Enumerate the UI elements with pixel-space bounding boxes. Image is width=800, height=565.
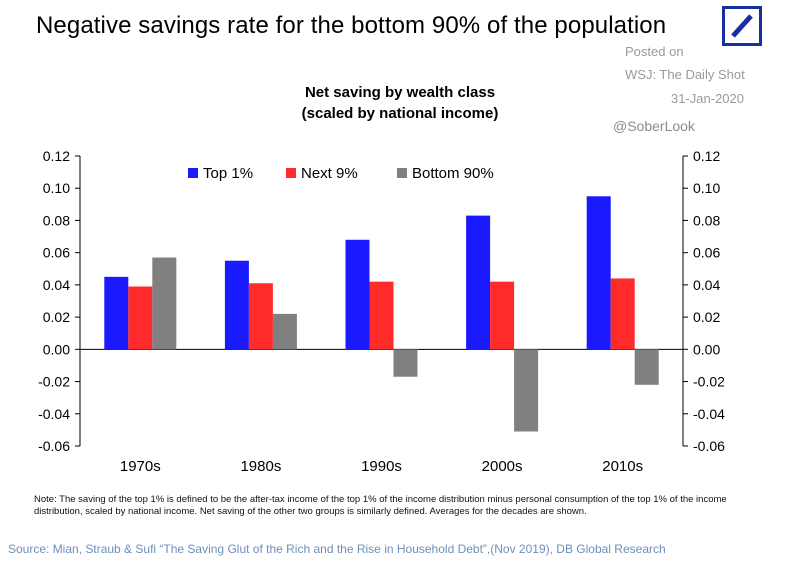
y-tick-label-left: 0.02 [43,309,70,325]
twitter-handle: @SoberLook [613,118,695,134]
chart-title: Net saving by wealth class (scaled by na… [260,82,540,124]
bar-top-1--1980s [224,260,249,350]
legend-label: Top 1% [203,165,253,182]
bar-next-9--2010s [610,278,635,350]
y-tick-label-left: 0.08 [43,212,70,228]
footnote: Note: The saving of the top 1% is define… [34,494,727,517]
legend-label: Bottom 90% [412,165,494,182]
legend-label: Next 9% [301,165,358,182]
bar-top-1--2000s [466,215,491,350]
legend-swatch [286,168,296,178]
y-tick-label-left: 0.06 [43,245,70,261]
bar-chart: 0.12 0.12 0.10 0.10 0.08 0.08 0.06 0.06 0.04 0.04… [38,148,725,475]
y-tick-label-right: 0.06 [693,245,720,261]
y-tick-label-right: 0.10 [693,180,720,196]
source-line: Source: Mian, Straub & Sufi “The Saving … [8,542,666,556]
y-tick-label-left: -0.04 [38,406,70,422]
bar-next-9--1990s [369,281,394,350]
legend-swatch [397,168,407,178]
bar-top-1--1990s [345,239,370,350]
bar-top-1--2010s [586,196,611,350]
y-tick-label-right: 0.04 [693,277,720,293]
y-tick-label-right: 0.02 [693,309,720,325]
y-tick-label-left: 0.12 [43,148,70,164]
bank-logo-icon [722,6,762,46]
main-title: Negative savings rate for the bottom 90%… [36,12,667,39]
y-tick-label-right: -0.04 [693,406,725,422]
x-tick-label: 2010s [602,458,643,475]
bar-bottom-90--1970s [152,257,177,350]
y-tick-label-right: -0.02 [693,374,725,390]
bar-bottom-90--2000s [514,349,539,432]
chart-title-line2: (scaled by national income) [301,105,499,122]
y-tick-label-right: 0.00 [693,341,720,357]
x-tick-label: 1990s [361,458,402,475]
y-tick-label-left: -0.06 [38,438,70,454]
y-tick-label-left: 0.10 [43,180,70,196]
posted-on-label: Posted on [625,44,684,59]
y-tick-label-left: 0.00 [43,341,70,357]
y-tick-label-left: 0.04 [43,277,70,293]
y-tick-label-left: -0.02 [38,374,70,390]
x-tick-label: 2000s [482,458,523,475]
bar-bottom-90--1980s [272,313,297,350]
posted-date: 31-Jan-2020 [671,91,744,106]
chart-title-line1: Net saving by wealth class [304,84,496,101]
bar-next-9--1970s [128,286,153,350]
bar-bottom-90--2010s [634,349,659,385]
x-tick-label: 1970s [120,458,161,475]
x-tick-label: 1980s [240,458,281,475]
bar-top-1--1970s [104,276,129,350]
y-tick-label-right: 0.08 [693,212,720,228]
bar-next-9--2000s [490,281,515,350]
posted-source: WSJ: The Daily Shot [625,67,745,82]
y-tick-label-right: 0.12 [693,148,720,164]
bar-next-9--1980s [248,283,273,350]
y-tick-label-right: -0.06 [693,438,725,454]
legend-swatch [188,168,198,178]
bar-bottom-90--1990s [393,349,418,377]
